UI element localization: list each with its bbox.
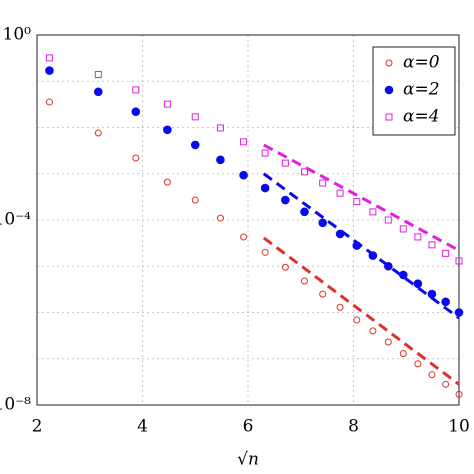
data-point — [384, 216, 392, 224]
data-point — [352, 241, 362, 250]
data-point — [353, 316, 361, 324]
data-point — [318, 218, 327, 228]
data-point — [353, 198, 361, 206]
data-point — [45, 54, 53, 62]
legend-marker — [385, 59, 393, 67]
legend-label: α=2 — [403, 80, 440, 100]
data-point — [442, 249, 450, 257]
data-point — [300, 277, 308, 285]
legend-marker — [384, 85, 394, 95]
data-point — [441, 297, 450, 307]
data-point — [398, 270, 408, 280]
data-point — [240, 233, 248, 241]
data-point — [281, 263, 289, 271]
data-point — [163, 100, 171, 108]
data-point — [455, 390, 463, 398]
data-point — [442, 380, 450, 388]
data-point — [45, 98, 53, 106]
data-point — [261, 149, 269, 157]
data-point — [281, 159, 289, 167]
data-point — [319, 290, 327, 298]
data-point — [384, 338, 392, 346]
data-point — [427, 289, 437, 299]
data-point — [414, 360, 422, 368]
data-point — [384, 261, 393, 271]
data-point — [93, 87, 103, 97]
x-tick-label: 10 — [448, 417, 470, 437]
data-point — [131, 107, 141, 116]
data-point — [281, 195, 290, 205]
data-point — [261, 248, 269, 256]
data-point — [132, 86, 140, 94]
x-tick-label: 4 — [137, 417, 148, 437]
data-point — [413, 279, 423, 288]
x-axis-label: √n — [237, 450, 259, 470]
data-point — [399, 225, 407, 233]
x-tick-label: 6 — [243, 417, 254, 437]
x-tick-label: 2 — [32, 417, 43, 437]
data-point — [216, 214, 224, 222]
data-point — [163, 178, 171, 186]
data-point — [94, 70, 102, 78]
data-point — [45, 66, 54, 75]
data-point — [336, 189, 344, 197]
plot-frame — [36, 34, 460, 406]
y-tick-label: 10⁰ — [3, 25, 32, 45]
legend-marker — [385, 113, 393, 121]
data-point — [191, 113, 199, 121]
legend-label: α=0 — [403, 53, 440, 73]
y-tick-label: 10⁻⁴ — [0, 210, 31, 230]
data-point — [414, 233, 422, 241]
data-point — [336, 303, 344, 311]
data-point — [335, 229, 345, 239]
x-tick-label: 8 — [348, 417, 359, 437]
data-point — [190, 140, 200, 150]
trend-line — [263, 143, 460, 252]
data-point — [260, 183, 270, 193]
data-point — [454, 308, 464, 317]
trend-line — [262, 236, 460, 386]
data-point — [369, 208, 377, 216]
trend-line — [262, 172, 460, 320]
data-point — [428, 241, 436, 249]
data-point — [132, 154, 140, 162]
data-point — [428, 371, 436, 379]
data-point — [319, 179, 327, 187]
data-point — [300, 168, 308, 176]
data-point — [240, 138, 248, 146]
data-point — [368, 251, 378, 260]
data-point — [300, 207, 309, 217]
data-point — [216, 155, 225, 165]
legend-label: α=4 — [403, 107, 440, 127]
data-point — [216, 124, 224, 132]
data-point — [191, 196, 199, 204]
data-point — [163, 125, 172, 135]
data-point — [455, 257, 463, 265]
data-point — [399, 349, 407, 357]
data-point — [369, 327, 377, 335]
y-tick-label: 10⁻⁸ — [0, 395, 31, 415]
data-point — [239, 170, 248, 180]
data-point — [94, 129, 102, 137]
